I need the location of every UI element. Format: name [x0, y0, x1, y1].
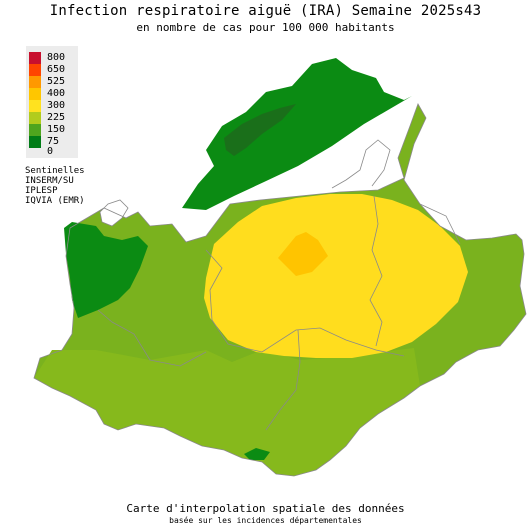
legend: 800 650 525 400 300 225 150 75 0 — [26, 46, 78, 158]
legend-label: 800 — [47, 52, 66, 63]
legend-swatch — [29, 100, 41, 112]
legend-swatch — [29, 88, 41, 100]
legend-label: 0 — [47, 146, 54, 157]
legend-label: 225 — [47, 112, 66, 123]
legend-label: 525 — [47, 76, 66, 87]
region-south-patch — [244, 448, 270, 460]
region-south — [34, 348, 420, 476]
region-center-yellow — [204, 194, 468, 358]
legend-row: 300 — [29, 100, 77, 112]
legend-row: 75 — [29, 136, 77, 148]
map-subtitle: en nombre de cas pour 100 000 habitants — [136, 21, 395, 34]
legend-swatch — [29, 112, 41, 124]
region-center-hotspot — [278, 232, 328, 276]
legend-label: 150 — [47, 124, 66, 135]
legend-row: 0 — [29, 146, 77, 158]
region-north-dark — [224, 104, 296, 156]
region-enclave — [99, 199, 129, 227]
legend-row: 650 — [29, 64, 77, 76]
source-line: IPLESP — [25, 186, 58, 196]
legend-swatch — [29, 64, 41, 76]
legend-row: 400 — [29, 88, 77, 100]
legend-swatch — [29, 124, 41, 136]
incidence-map — [33, 58, 527, 477]
legend-label: 75 — [47, 136, 60, 147]
legend-swatch — [29, 52, 41, 64]
footer-subcaption: basée sur les incidences départementales — [169, 516, 362, 525]
region-west-green — [64, 222, 148, 318]
source-line: Sentinelles — [25, 166, 85, 176]
department-boundaries — [33, 103, 527, 477]
legend-swatch — [29, 146, 41, 158]
legend-label: 400 — [47, 88, 66, 99]
legend-row: 800 — [29, 52, 77, 64]
legend-row: 525 — [29, 76, 77, 88]
legend-swatch — [29, 76, 41, 88]
legend-label: 300 — [47, 100, 66, 111]
map-title: Infection respiratoire aiguë (IRA) Semai… — [49, 3, 482, 19]
legend-row: 150 — [29, 124, 77, 136]
region-north-green — [182, 58, 412, 210]
legend-row: 225 — [29, 112, 77, 124]
source-line: IQVIA (EMR) — [25, 196, 85, 206]
legend-swatch — [29, 136, 41, 148]
source-line: INSERM/SU — [25, 176, 74, 186]
legend-label: 650 — [47, 64, 66, 75]
footer-caption: Carte d'interpolation spatiale des donné… — [126, 502, 405, 515]
data-sources: Sentinelles INSERM/SU IPLESP IQVIA (EMR) — [25, 166, 85, 206]
